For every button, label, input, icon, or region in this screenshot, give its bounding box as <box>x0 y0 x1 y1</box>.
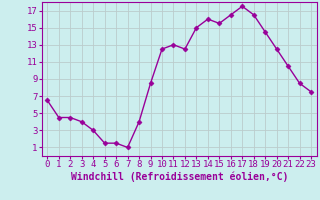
X-axis label: Windchill (Refroidissement éolien,°C): Windchill (Refroidissement éolien,°C) <box>70 172 288 182</box>
